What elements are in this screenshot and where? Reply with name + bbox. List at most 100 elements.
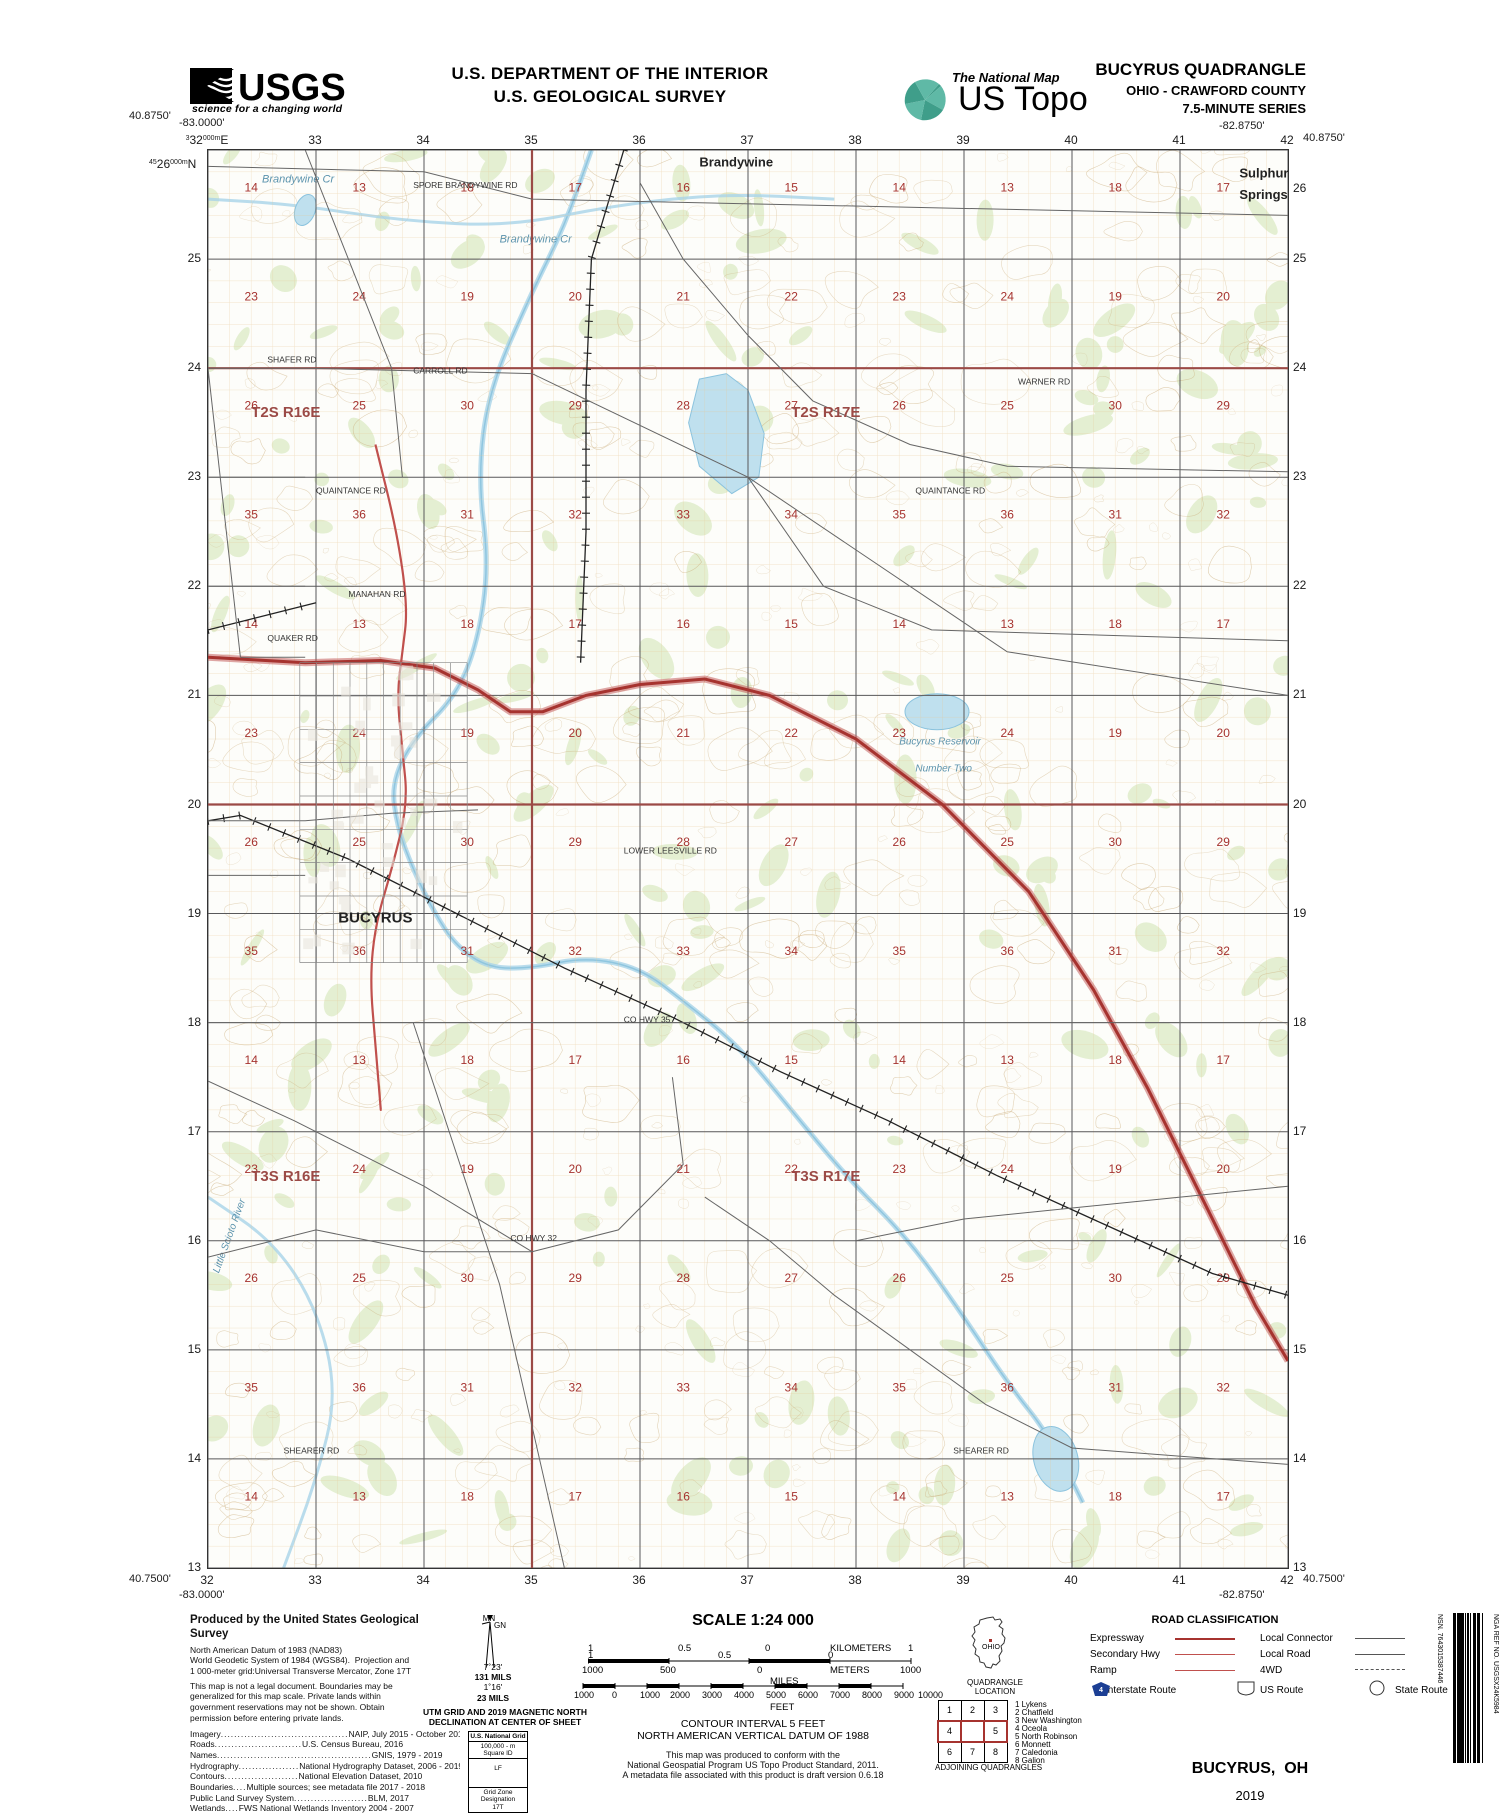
svg-text:30: 30 [461,399,475,413]
svg-text:15: 15 [785,1489,799,1503]
svg-text:25: 25 [1001,399,1015,413]
svg-text:18: 18 [1109,180,1123,194]
svg-text:18: 18 [1109,1489,1123,1503]
svg-text:23: 23 [893,726,907,740]
svg-text:19: 19 [461,1162,475,1176]
svg-text:19: 19 [461,290,475,304]
svg-text:18: 18 [461,1053,475,1067]
svg-text:GN: GN [494,1621,506,1630]
svg-text:WARNER RD: WARNER RD [1018,377,1070,387]
svg-text:T3S R16E: T3S R16E [251,1168,320,1185]
svg-text:18: 18 [461,1489,475,1503]
svg-text:13: 13 [1001,180,1015,194]
svg-text:SPORE BRANDYWINE RD: SPORE BRANDYWINE RD [413,180,517,190]
svg-text:24: 24 [1001,1162,1015,1176]
svg-text:22: 22 [785,726,799,740]
svg-text:OHIO: OHIO [982,1644,1000,1651]
svg-text:17: 17 [1217,180,1231,194]
svg-text:28: 28 [677,399,691,413]
svg-text:32: 32 [569,944,583,958]
svg-text:14: 14 [245,1489,259,1503]
svg-text:19: 19 [1109,726,1123,740]
svg-text:T3S R17E: T3S R17E [791,1168,860,1185]
svg-text:23: 23 [893,1162,907,1176]
svg-text:33: 33 [677,944,691,958]
svg-text:30: 30 [1109,1271,1123,1285]
svg-text:34: 34 [785,1380,799,1394]
svg-text:14: 14 [893,1053,907,1067]
svg-text:Brandywine: Brandywine [699,154,773,169]
svg-text:15: 15 [785,1053,799,1067]
svg-text:36: 36 [353,1380,367,1394]
svg-text:31: 31 [461,508,475,522]
svg-text:19: 19 [1109,1162,1123,1176]
svg-text:25: 25 [353,1271,367,1285]
svg-text:16: 16 [677,180,691,194]
svg-text:QUAINTANCE RD: QUAINTANCE RD [316,486,386,496]
svg-text:23: 23 [245,290,259,304]
svg-text:31: 31 [1109,508,1123,522]
svg-text:20: 20 [1217,726,1231,740]
svg-text:26: 26 [245,1271,259,1285]
svg-text:35: 35 [893,944,907,958]
svg-text:20: 20 [569,1162,583,1176]
svg-text:BUCYRUS: BUCYRUS [338,909,412,926]
svg-text:19: 19 [1109,290,1123,304]
svg-text:Brandywine Cr: Brandywine Cr [500,234,573,246]
svg-text:QUAKER RD: QUAKER RD [267,633,318,643]
svg-text:13: 13 [353,180,367,194]
svg-text:Springs: Springs [1239,187,1287,202]
svg-text:17: 17 [569,180,583,194]
svg-text:CO HWY 35: CO HWY 35 [624,1015,671,1025]
svg-text:32: 32 [1217,508,1231,522]
svg-text:20: 20 [569,726,583,740]
svg-text:29: 29 [569,1271,583,1285]
svg-text:23: 23 [893,290,907,304]
svg-text:17: 17 [569,1053,583,1067]
svg-text:28: 28 [677,1271,691,1285]
svg-text:36: 36 [1001,1380,1015,1394]
svg-text:26: 26 [893,1271,907,1285]
svg-text:14: 14 [245,1053,259,1067]
svg-text:20: 20 [569,290,583,304]
svg-text:T2S R17E: T2S R17E [791,404,860,421]
svg-text:13: 13 [353,1489,367,1503]
svg-text:24: 24 [353,1162,367,1176]
svg-text:13: 13 [353,617,367,631]
svg-text:36: 36 [353,508,367,522]
svg-text:35: 35 [245,508,259,522]
svg-text:Sulphur: Sulphur [1239,165,1288,180]
svg-text:26: 26 [893,399,907,413]
svg-text:24: 24 [1001,290,1015,304]
svg-text:17: 17 [1217,617,1231,631]
svg-text:25: 25 [353,835,367,849]
svg-text:16: 16 [677,1053,691,1067]
svg-text:16: 16 [677,617,691,631]
svg-text:31: 31 [461,1380,475,1394]
svg-text:31: 31 [1109,1380,1123,1394]
svg-text:SHAFER RD: SHAFER RD [267,355,316,365]
svg-text:17: 17 [569,617,583,631]
svg-text:24: 24 [1001,726,1015,740]
svg-text:20: 20 [1217,1162,1231,1176]
svg-text:35: 35 [893,508,907,522]
svg-text:21: 21 [677,726,691,740]
svg-text:15: 15 [785,180,799,194]
svg-text:MANAHAN RD: MANAHAN RD [348,589,405,599]
svg-text:Bucyrus Reservoir: Bucyrus Reservoir [899,737,981,748]
svg-text:27: 27 [785,1271,799,1285]
svg-text:4: 4 [1099,1687,1103,1694]
svg-text:15: 15 [785,617,799,631]
svg-text:36: 36 [1001,944,1015,958]
svg-text:CO HWY 32: CO HWY 32 [510,1233,557,1243]
svg-text:27: 27 [785,835,799,849]
svg-text:33: 33 [677,508,691,522]
svg-text:17: 17 [1217,1053,1231,1067]
svg-text:LOWER LEESVILLE RD: LOWER LEESVILLE RD [624,846,717,856]
svg-text:16: 16 [677,1489,691,1503]
svg-text:13: 13 [1001,1053,1015,1067]
svg-text:25: 25 [1001,1271,1015,1285]
svg-text:14: 14 [893,180,907,194]
svg-text:14: 14 [245,180,259,194]
svg-text:35: 35 [893,1380,907,1394]
